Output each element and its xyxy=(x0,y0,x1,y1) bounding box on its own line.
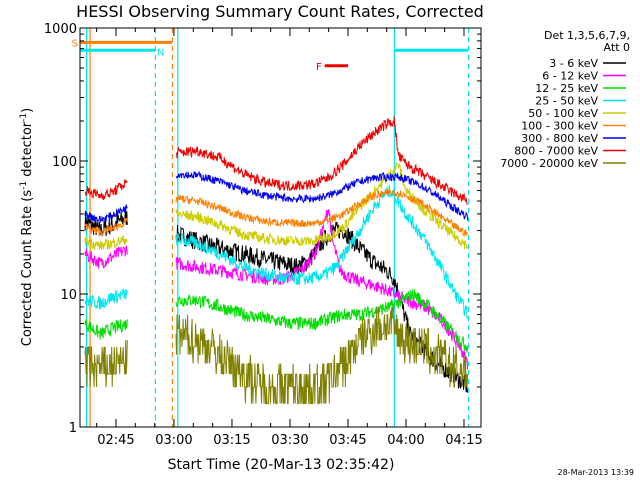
y-axis-title-main: Corrected Count Rate (s xyxy=(20,190,35,347)
legend-label-7: 300 - 800 keV xyxy=(521,132,598,145)
series-line-7 xyxy=(84,170,469,223)
x-tick-label-7: 04:15 xyxy=(445,433,482,448)
x-axis-title: Start Time (20-Mar-13 02:35:42) xyxy=(168,457,395,473)
y-axis-title-mid: detector xyxy=(20,121,35,181)
x-tick-label-4: 03:30 xyxy=(271,433,308,448)
legend-label-8: 800 - 7000 keV xyxy=(514,145,598,158)
y-tick-label-3: 100 xyxy=(52,155,77,170)
legend-header-line2: Att 0 xyxy=(604,41,630,54)
y-tick-label-1: 1 xyxy=(69,421,77,436)
y-axis-title: Corrected Count Rate (s-1 detector-1) xyxy=(19,108,35,346)
axis-ticks: 02:45 03:00 03:15 03:30 03:45 04:00 04:15 1 10 10… xyxy=(44,22,483,448)
plot-frame xyxy=(79,27,482,428)
legend-label-1: 3 - 6 keV xyxy=(549,57,598,70)
series-line-3 xyxy=(84,288,469,353)
series-line-6 xyxy=(84,187,469,238)
y-axis-title-exp2: -1 xyxy=(19,113,29,122)
flag-label-f: F xyxy=(316,62,322,73)
y-tick-label-4: 1000 xyxy=(44,22,77,37)
legend-header-line1: Det 1,3,5,6,7,9, xyxy=(544,29,630,42)
timestamp: 28-Mar-2013 13:39 xyxy=(558,468,635,477)
series-line-8 xyxy=(84,116,468,205)
x-tick-label-2: 03:00 xyxy=(155,433,192,448)
plot-area: S N F xyxy=(72,28,470,427)
legend-label-6: 100 - 300 keV xyxy=(521,120,598,133)
y-axis-title-exp1: -1 xyxy=(19,181,29,190)
flag-label-s: S xyxy=(72,38,78,49)
legend-label-2: 6 - 12 keV xyxy=(542,70,598,83)
flag-label-n: N xyxy=(157,47,164,58)
series-line-9 xyxy=(84,306,469,405)
x-tick-label-3: 03:15 xyxy=(213,433,250,448)
legend-label-3: 12 - 25 keV xyxy=(535,82,598,95)
series-line-5 xyxy=(84,161,469,251)
y-tick-label-2: 10 xyxy=(60,288,77,303)
x-tick-label-6: 04:00 xyxy=(387,433,424,448)
y-axis-title-end: ) xyxy=(20,108,35,113)
legend-label-9: 7000 - 20000 keV xyxy=(500,157,598,170)
chart-title: HESSI Observing Summary Count Rates, Cor… xyxy=(76,2,484,21)
x-tick-label-5: 03:45 xyxy=(329,433,366,448)
series-line-4 xyxy=(84,184,469,319)
legend-label-4: 25 - 50 keV xyxy=(535,95,598,108)
legend-label-5: 50 - 100 keV xyxy=(528,107,598,120)
x-tick-label-1: 02:45 xyxy=(97,433,134,448)
